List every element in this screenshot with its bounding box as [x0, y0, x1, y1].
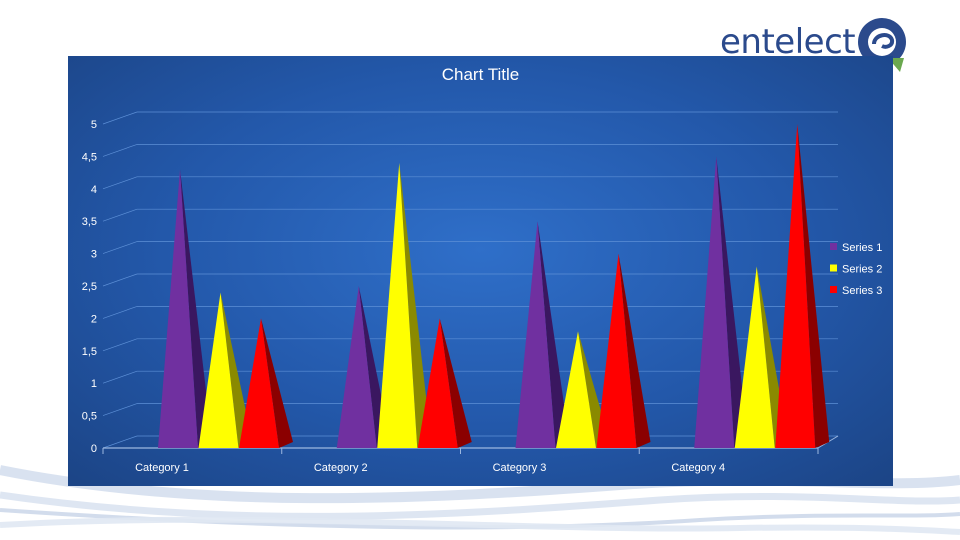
pyramid-bar [515, 221, 556, 448]
pyramid-bar-side [716, 156, 749, 448]
gridline-side [102, 241, 138, 254]
pyramid-bar [556, 331, 596, 448]
pyramid-chart: 0 0,5 1 1,5 2 2,5 3 3,5 4 4,5 5 Category 1 Category … [82, 111, 882, 474]
x-tick-label: Category 2 [314, 462, 368, 474]
gridline-side [102, 403, 138, 416]
pyramid-bar [239, 318, 279, 448]
y-tick-label: 4,5 [82, 151, 97, 163]
gridline-side [102, 338, 138, 352]
pyramid-bar [775, 124, 816, 448]
pyramid-bar [198, 292, 239, 448]
legend-swatch [830, 243, 837, 250]
legend-swatch [830, 286, 837, 293]
legend-label: Series 1 [842, 242, 882, 254]
legend-label: Series 2 [842, 264, 882, 276]
y-tick-label: 0 [91, 443, 97, 455]
gridline-side [102, 370, 138, 384]
legend-label: Series 3 [842, 285, 882, 297]
gridline-side [102, 144, 138, 157]
y-tick-label: 5 [91, 119, 97, 131]
company-logo: entelect [712, 14, 942, 78]
pyramid-bar [596, 253, 637, 448]
logo-swirl-icon [858, 18, 906, 72]
pyramid-bar-side [261, 318, 293, 448]
legend-swatch [830, 264, 837, 272]
pyramid-bar-side [537, 221, 570, 448]
x-tick-label: Category 1 [135, 462, 189, 474]
y-tick-label: 1 [91, 378, 97, 390]
chart-title: Chart Title [441, 65, 520, 84]
gridline-side [102, 176, 138, 190]
pyramid-bar-side [439, 318, 472, 448]
x-tick-label: Category 4 [671, 462, 725, 474]
gridline-side [102, 111, 138, 125]
pyramid-bar-side [618, 253, 651, 448]
pyramid-bar [694, 156, 735, 448]
pyramid-bar [336, 286, 377, 448]
y-tick-label: 0,5 [82, 411, 97, 423]
pyramid-bar-side [399, 162, 432, 448]
chart-panel: Chart Title 0 0,5 1 1,5 2 2,5 3 3,5 4 4,5 5 Categor… [68, 56, 893, 486]
pyramid-bar [734, 266, 775, 448]
pyramid-bar-side [180, 169, 212, 449]
pyramid-bar [158, 169, 198, 449]
y-tick-label: 3,5 [82, 216, 97, 228]
y-tick-label: 1,5 [82, 346, 97, 358]
pyramid-bar [377, 162, 418, 448]
gridline-side [102, 273, 138, 287]
pyramid-bar-side [797, 124, 830, 448]
y-tick-label: 2 [91, 313, 97, 325]
gridline-side [102, 306, 138, 319]
y-tick-label: 3 [91, 249, 97, 261]
y-tick-label: 2,5 [82, 281, 97, 293]
pyramid-bar-side [220, 292, 253, 448]
gridline-side [102, 435, 138, 449]
logo-wordmark: entelect [720, 22, 856, 62]
pyramid-bar [417, 318, 458, 448]
gridline-side [102, 208, 138, 222]
y-tick-label: 4 [91, 184, 97, 196]
x-tick-label: Category 3 [493, 462, 547, 474]
